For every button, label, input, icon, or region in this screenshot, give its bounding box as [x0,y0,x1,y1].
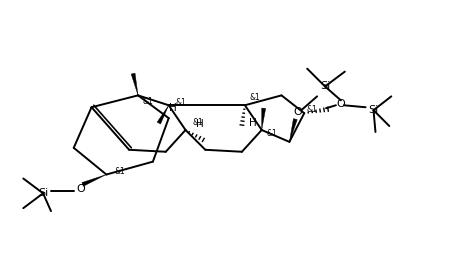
Text: Si: Si [320,81,330,92]
Text: H: H [169,103,176,113]
Text: O: O [293,107,302,117]
Text: &1: &1 [250,93,260,102]
Text: O: O [336,99,345,109]
Polygon shape [262,108,265,130]
Text: O: O [76,184,85,194]
Text: H: H [197,119,204,129]
Polygon shape [157,105,169,124]
Polygon shape [289,119,297,142]
Text: &1: &1 [192,118,203,127]
Text: H: H [249,118,257,128]
Polygon shape [131,73,138,95]
Text: Si: Si [368,105,378,115]
Text: &1: &1 [307,105,318,114]
Text: &1: &1 [266,129,277,139]
Text: &1: &1 [175,98,186,107]
Text: Si: Si [38,188,48,198]
Text: &1: &1 [115,167,126,176]
Polygon shape [82,174,106,186]
Text: &1: &1 [143,97,153,106]
